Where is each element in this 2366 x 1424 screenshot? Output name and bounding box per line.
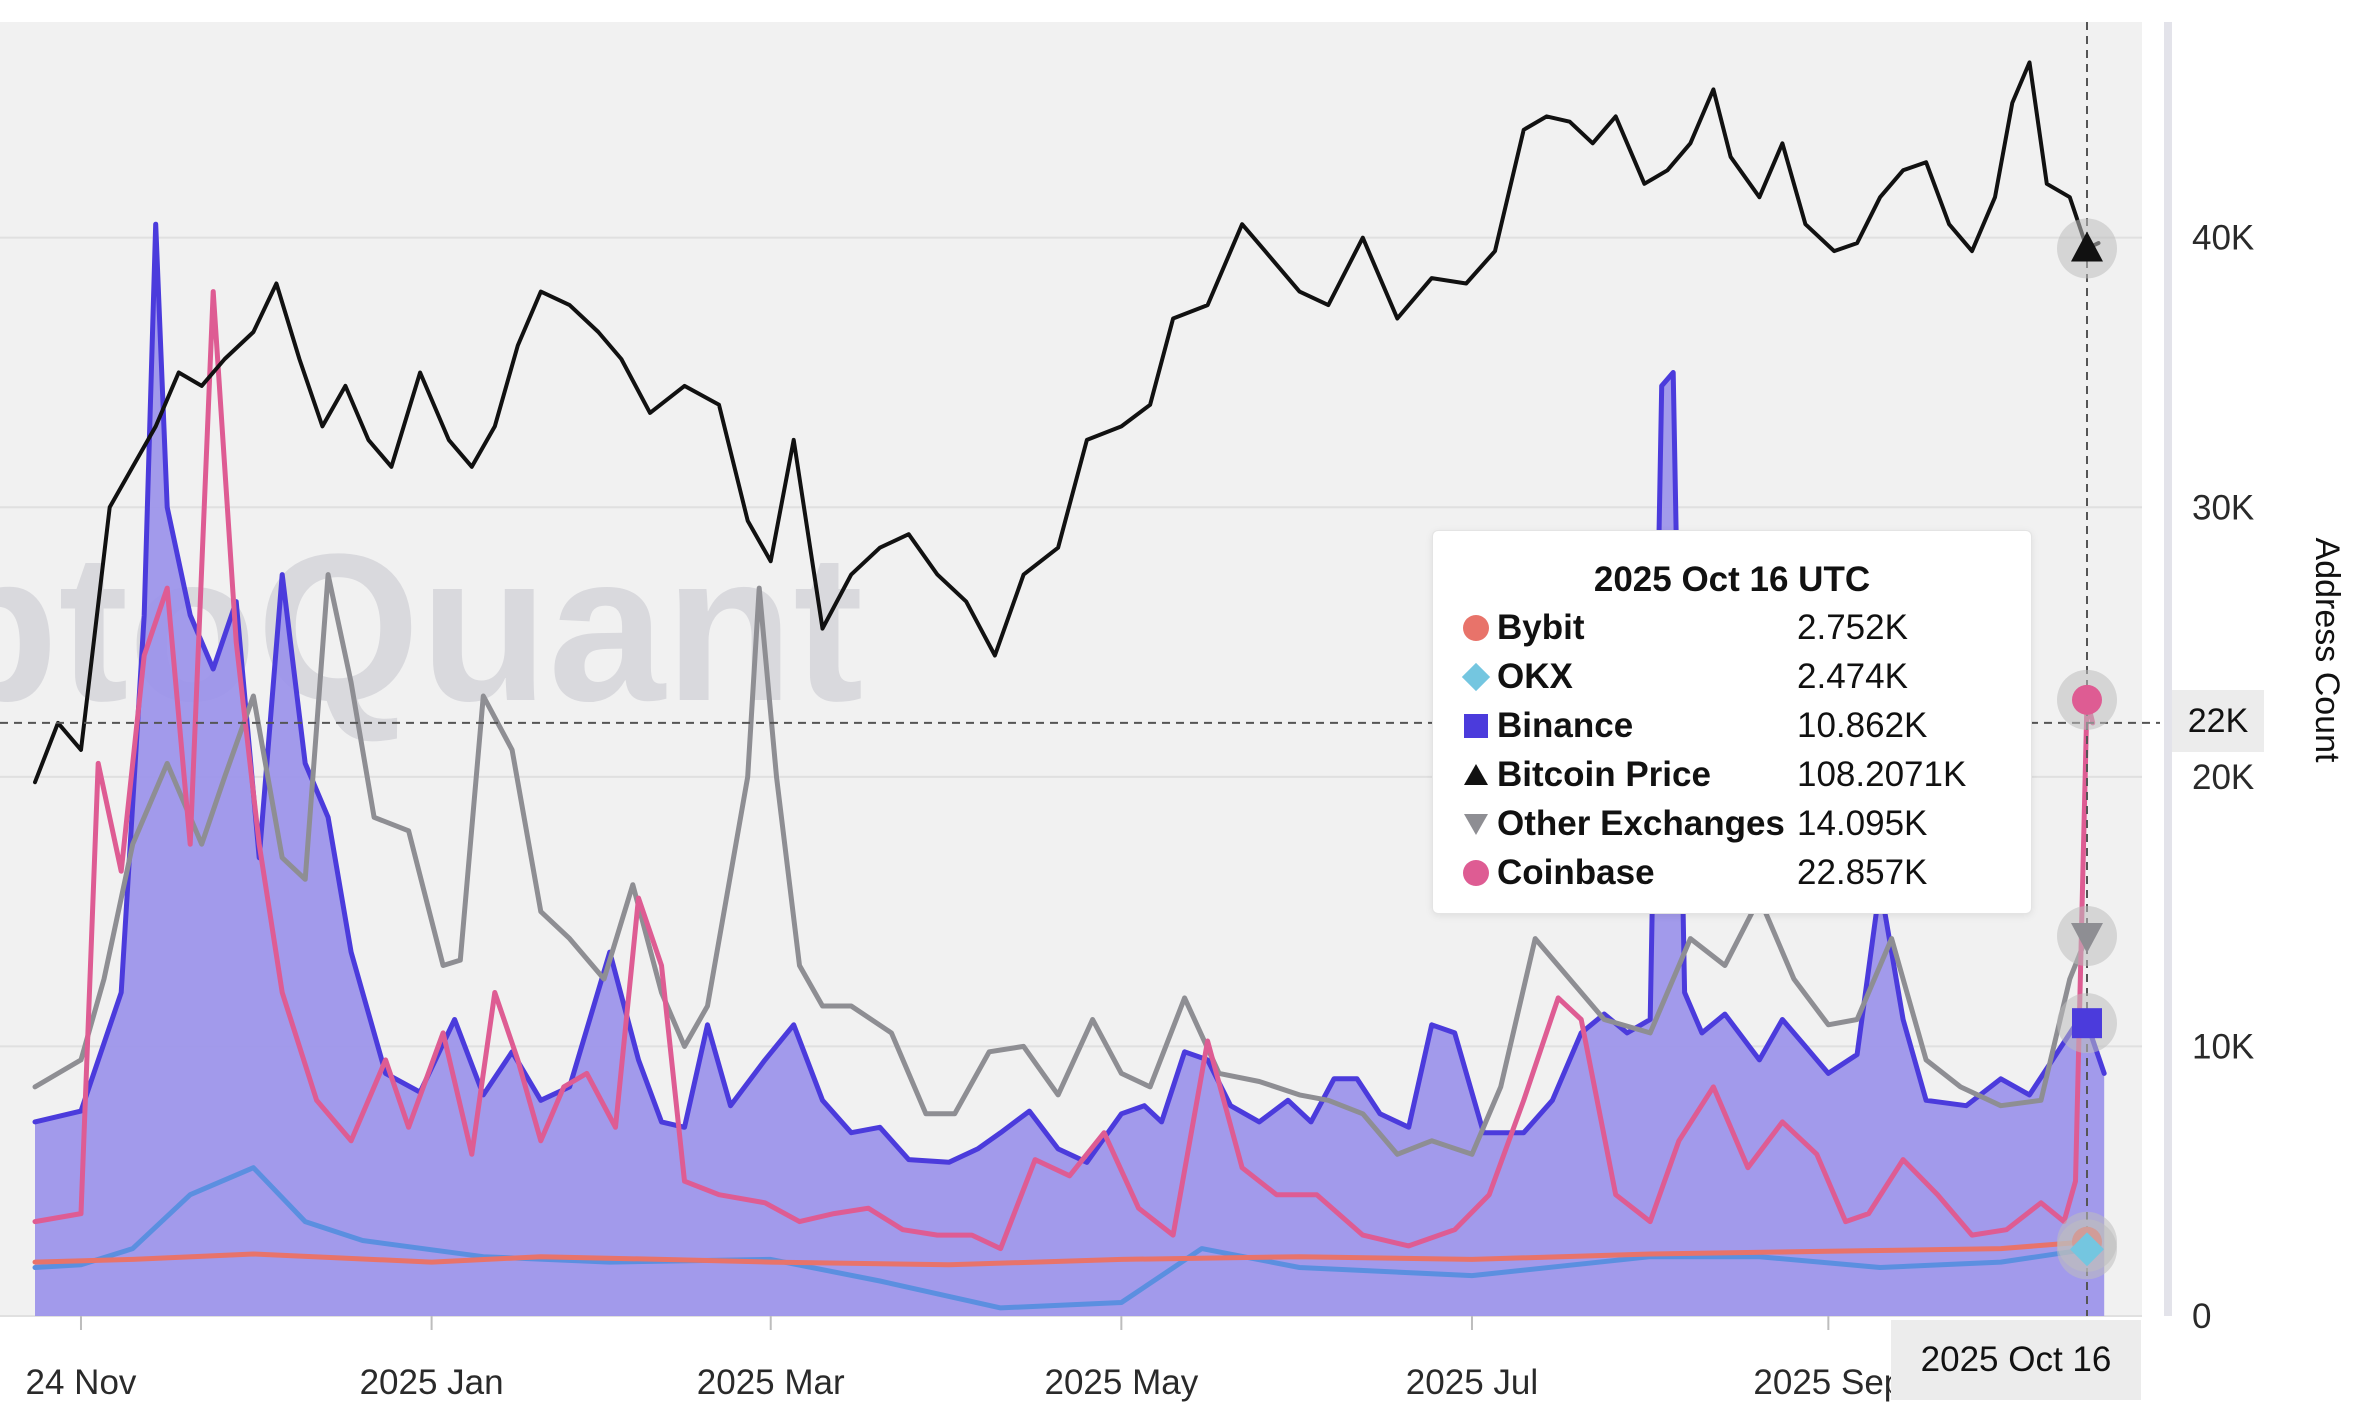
tooltip-series-name: Bybit (1497, 607, 1585, 647)
other-exchanges-marker (2071, 923, 2103, 954)
scrollbar-track[interactable] (2164, 22, 2172, 1316)
binance-marker (2072, 1008, 2102, 1039)
x-tick-label: 2025 Jul (1406, 1363, 1538, 1402)
x-tick-label: 2025 Sep (1753, 1363, 1903, 1402)
markers-layer (2057, 218, 2117, 1280)
tooltip-row-coinbase: Coinbase 22.857K (1455, 848, 2009, 897)
y-axis-title: Address Count (2308, 538, 2346, 763)
legend-triangle-down-icon (1455, 799, 1497, 848)
legend-diamond-icon (1455, 652, 1497, 701)
coinbase-line (32, 289, 2096, 1252)
legend-square-icon (1455, 701, 1497, 750)
tooltip-series-value: 2.474K (1797, 656, 1908, 696)
x-tick-label: 2025 May (1044, 1363, 1198, 1402)
cursor-value-label: 22K (2172, 690, 2264, 752)
tooltip-rows: Bybit 2.752K OKX 2.474K Binance 10.862K Bitcoi… (1455, 603, 2009, 897)
tooltip-series-value: 14.095K (1797, 803, 1928, 843)
legend-circle-icon (1455, 603, 1497, 652)
tooltip-series-value: 108.2071K (1797, 754, 1967, 794)
tooltip-series-value: 2.752K (1797, 607, 1908, 647)
cursor-date-label: 2025 Oct 16 (1891, 1320, 2141, 1400)
x-axis: 24 Nov 2025 Jan 2025 Mar 2025 May 2025 Jul 20… (26, 1316, 1903, 1402)
coinbase-marker (2072, 684, 2102, 715)
other-exchanges-line (32, 572, 2090, 1157)
tooltip-row-okx: OKX 2.474K (1455, 652, 2009, 701)
watermark: CryptoQuant (0, 510, 863, 745)
y-tick-label: 40K (2192, 219, 2254, 258)
bybit-line (32, 1239, 2090, 1268)
bitcoin-price-marker (2071, 231, 2103, 262)
legend-triangle-up-icon (1455, 750, 1497, 799)
series-layer (32, 60, 2107, 1317)
bitcoin-price-line (33, 60, 2101, 785)
y-tick-label: 10K (2192, 1027, 2254, 1066)
x-tick-label: 2025 Mar (697, 1363, 845, 1402)
tooltip: 2025 Oct 16 UTC Bybit 2.752K OKX 2.474K Bina… (1432, 530, 2032, 914)
tooltip-series-name: Coinbase (1497, 852, 1655, 892)
tooltip-title: 2025 Oct 16 UTC (1593, 560, 1871, 599)
tooltip-series-name: Bitcoin Price (1497, 754, 1711, 794)
y-tick-label: 20K (2192, 758, 2254, 797)
x-tick-label: 2025 Jan (360, 1363, 504, 1402)
x-tick-label: 24 Nov (26, 1363, 137, 1402)
okx-marker (2070, 1232, 2104, 1267)
tooltip-row-other-exchanges: Other Exchanges 14.095K (1455, 799, 2009, 848)
tooltip-row-bitcoin-price: Bitcoin Price 108.2071K (1455, 750, 2009, 799)
tooltip-row-binance: Binance 10.862K (1455, 701, 2009, 750)
tooltip-series-value: 22.857K (1797, 852, 1928, 892)
y-tick-label: 30K (2192, 488, 2254, 527)
tooltip-series-name: Binance (1497, 705, 1634, 745)
tooltip-row-bybit: Bybit 2.752K (1455, 603, 2009, 652)
tooltip-series-value: 10.862K (1797, 705, 1928, 745)
tooltip-series-name: Other Exchanges (1497, 803, 1785, 843)
okx-line (32, 1165, 2090, 1311)
binance-line (32, 221, 2107, 1165)
legend-circle-icon (1455, 848, 1497, 897)
tooltip-series-name: OKX (1497, 656, 1573, 696)
y-tick-label: 0 (2192, 1297, 2211, 1336)
y-axis: 0 10K 20K 30K 40K (2192, 219, 2254, 1336)
